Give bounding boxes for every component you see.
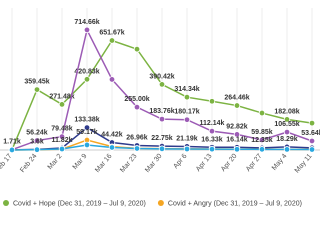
data-point bbox=[183, 93, 191, 101]
value-label: 12.35k bbox=[251, 137, 273, 144]
value-label: 255.00k bbox=[124, 96, 149, 103]
data-point bbox=[133, 46, 141, 53]
data-point bbox=[233, 102, 241, 109]
data-point bbox=[258, 146, 266, 153]
x-tick-label: May 4 bbox=[271, 153, 289, 172]
legend-marker bbox=[3, 200, 9, 206]
legend-label: Covid + Angry (Dec 31, 2019 – Jul 9, 202… bbox=[168, 201, 302, 208]
data-point bbox=[233, 131, 241, 138]
value-label: 112.14k bbox=[200, 120, 225, 127]
value-label: 21.19k bbox=[176, 135, 198, 142]
data-point bbox=[308, 119, 316, 127]
x-tick-label: Feb 17 bbox=[0, 153, 14, 174]
data-point bbox=[208, 145, 216, 153]
x-tick-label: Apr 6 bbox=[172, 153, 188, 170]
data-point bbox=[133, 145, 141, 152]
data-point bbox=[283, 146, 291, 153]
data-point bbox=[108, 37, 116, 44]
data-point bbox=[33, 146, 41, 153]
data-point bbox=[83, 26, 91, 34]
data-point bbox=[83, 141, 91, 149]
data-point bbox=[33, 137, 41, 144]
data-point bbox=[308, 137, 316, 145]
data-point bbox=[108, 144, 116, 151]
data-point bbox=[283, 116, 291, 123]
value-label: 22.75k bbox=[151, 135, 173, 142]
x-tick-label: Apr 20 bbox=[220, 153, 239, 173]
value-label: 183.76k bbox=[149, 108, 174, 115]
value-label: 314.34k bbox=[174, 86, 199, 93]
data-point bbox=[208, 98, 216, 105]
data-point bbox=[283, 128, 291, 136]
data-point bbox=[108, 76, 116, 83]
value-label: 420.83k bbox=[74, 68, 99, 75]
data-point bbox=[58, 133, 66, 140]
data-point bbox=[158, 145, 166, 153]
value-label: 79.48k bbox=[51, 126, 73, 133]
x-tick-label: Mar 9 bbox=[72, 153, 89, 171]
data-point bbox=[133, 103, 141, 111]
value-label: 26.96k bbox=[126, 134, 148, 141]
x-tick-label: Mar 16 bbox=[94, 153, 113, 174]
x-tick-label: May 11 bbox=[294, 153, 314, 175]
data-point bbox=[158, 81, 166, 88]
value-label: 44.42k bbox=[101, 132, 123, 139]
value-label: 1.71k bbox=[3, 139, 21, 146]
value-label: 18.29k bbox=[276, 136, 298, 143]
value-label: 56.24k bbox=[26, 130, 48, 137]
value-label: 651.67k bbox=[99, 30, 124, 37]
data-point bbox=[58, 101, 66, 108]
value-label: 92.82k bbox=[226, 123, 248, 130]
x-tick-label: Mar 30 bbox=[144, 153, 163, 174]
chart: Feb 17 Feb 24 Mar 2 Mar 9 Mar 16 Mar 23 Mar 30… bbox=[0, 8, 320, 208]
x-tick-label: Apr 27 bbox=[245, 153, 264, 173]
data-point bbox=[58, 145, 66, 153]
value-label: 264.46k bbox=[224, 95, 249, 102]
value-label: 16.33k bbox=[201, 136, 223, 143]
value-label: 359.45k bbox=[24, 79, 49, 86]
data-point bbox=[233, 146, 241, 153]
x-tick-label: Apr 13 bbox=[195, 153, 214, 173]
x-tick-label: Mar 2 bbox=[47, 153, 64, 171]
data-point bbox=[33, 86, 41, 93]
data-point bbox=[258, 109, 266, 117]
page: Feb 17 Feb 24 Mar 2 Mar 9 Mar 16 Mar 23 Mar 30… bbox=[0, 8, 320, 208]
data-point bbox=[183, 145, 191, 153]
data-point bbox=[258, 136, 266, 144]
value-label: 271.48k bbox=[49, 93, 74, 100]
value-label: 182.08k bbox=[274, 108, 299, 115]
data-point bbox=[83, 124, 91, 131]
data-point bbox=[8, 146, 16, 154]
value-label: 11.82k bbox=[51, 137, 72, 144]
value-label: 106.55k bbox=[274, 121, 299, 128]
data-point bbox=[308, 146, 316, 153]
data-point bbox=[158, 115, 166, 123]
value-label: 53.64k bbox=[301, 130, 320, 137]
value-label: 16.14k bbox=[226, 136, 248, 143]
value-label: 59.85k bbox=[251, 129, 273, 136]
data-point bbox=[83, 76, 91, 83]
value-label: 59.17k bbox=[76, 129, 98, 136]
value-label: 3.6k bbox=[30, 138, 44, 145]
value-label: 133.38k bbox=[74, 117, 99, 124]
legend-marker bbox=[157, 200, 164, 206]
value-label: 180.17k bbox=[174, 109, 199, 116]
value-label: 714.66k bbox=[74, 19, 99, 26]
data-point bbox=[183, 116, 191, 123]
value-label: 390.42k bbox=[149, 73, 174, 80]
legend-label: Covid + Hope (Dec 31, 2019 – Jul 9, 2020… bbox=[13, 201, 146, 208]
data-point bbox=[208, 127, 216, 135]
x-tick-label: Feb 24 bbox=[19, 153, 38, 174]
x-tick-label: Mar 23 bbox=[119, 153, 138, 174]
